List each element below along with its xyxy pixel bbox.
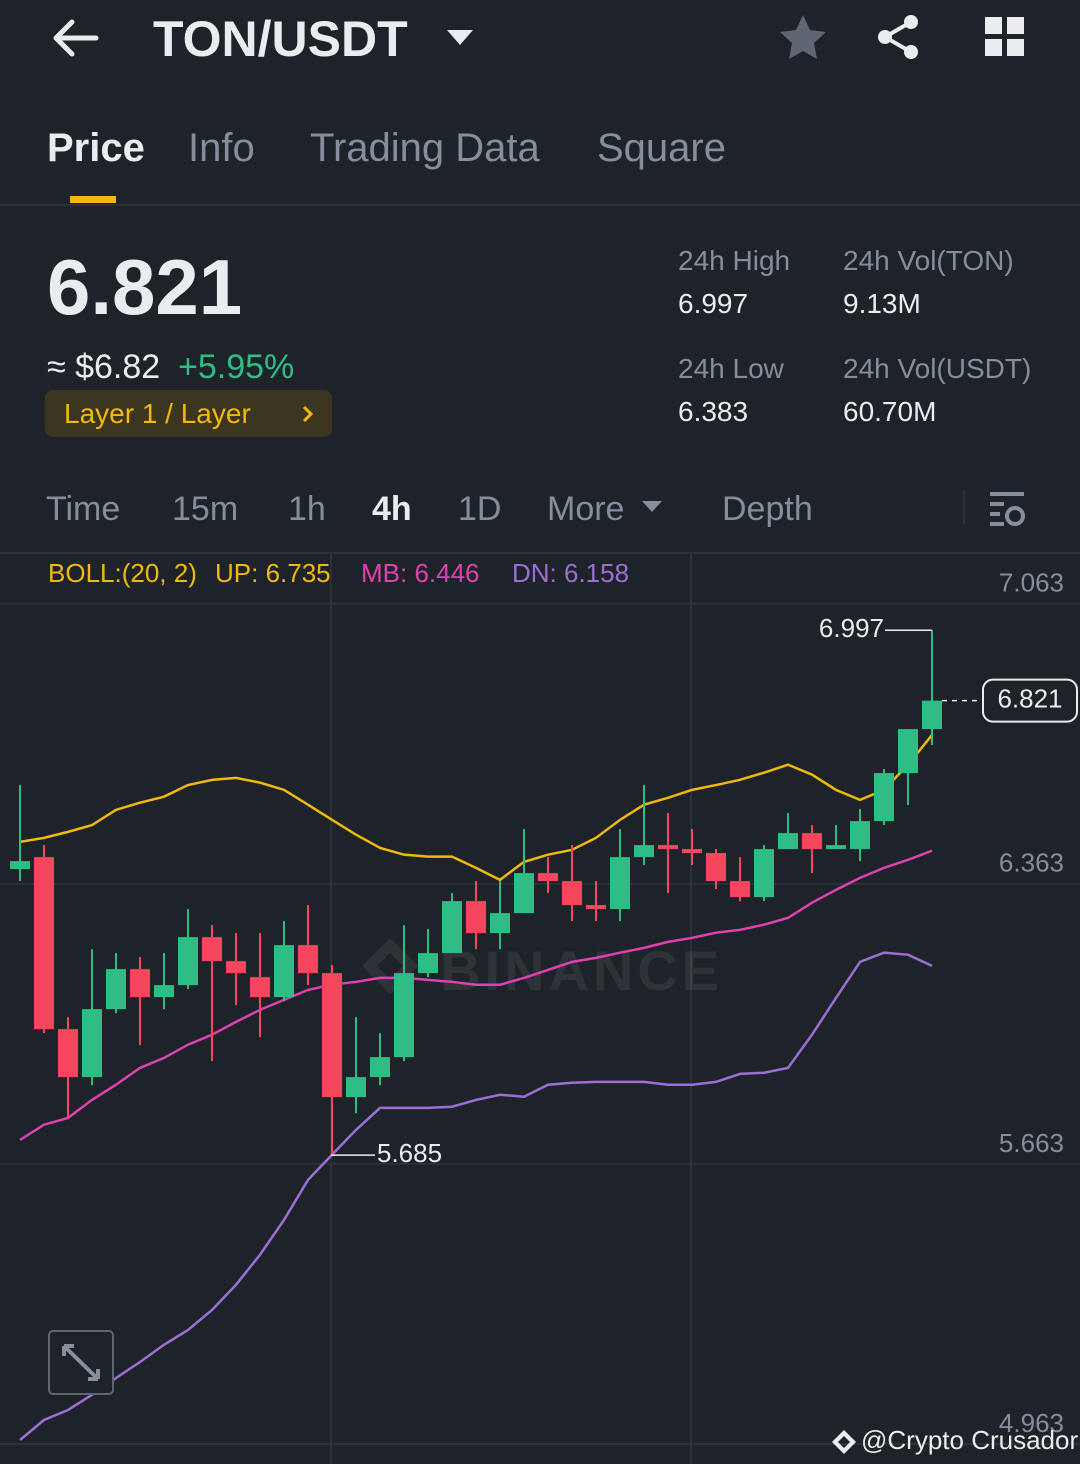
watermark: BINANCE	[362, 938, 723, 1002]
fiat-price: ≈ $6.82	[47, 348, 161, 386]
last-price: 6.821	[47, 243, 243, 331]
candle-body	[610, 857, 630, 910]
candle-body	[106, 969, 126, 1010]
tab[interactable]: Trading Data	[310, 126, 540, 170]
candle-body	[634, 845, 654, 858]
candle-body	[298, 945, 318, 974]
candle-body	[418, 953, 438, 974]
last-price-label: 6.821	[997, 684, 1062, 714]
low-marker-label: 5.685	[377, 1138, 442, 1168]
interval[interactable]: More	[547, 490, 625, 528]
credit: @Crypto Crusador	[861, 1425, 1079, 1455]
chevron	[302, 405, 314, 423]
candle-body	[466, 901, 486, 934]
interval[interactable]: Time	[46, 490, 121, 528]
candle-body	[178, 937, 198, 986]
candle-body	[154, 985, 174, 998]
candle-body	[826, 845, 846, 850]
legend-entry: UP: 6.735	[215, 558, 331, 588]
candle-body	[202, 937, 222, 962]
candle-body	[778, 833, 798, 850]
stat-label: 24h Low	[678, 353, 784, 384]
sector-tag-text: Layer 1 / Layer	[64, 398, 251, 429]
y-tick-label: 5.663	[999, 1128, 1064, 1158]
candle-body	[802, 833, 822, 850]
interval[interactable]: 1D	[458, 490, 502, 528]
candle-body	[898, 729, 918, 774]
candle-body	[538, 873, 558, 882]
candle-body	[394, 973, 414, 1058]
candle-body	[250, 977, 270, 998]
candle-body	[82, 1009, 102, 1078]
stat-value: 6.383	[678, 396, 749, 427]
stat-label: 24h Vol(USDT)	[843, 353, 1032, 384]
interval[interactable]: 15m	[172, 490, 239, 528]
fullscreen-button[interactable]	[48, 1330, 114, 1395]
share-icon[interactable]	[875, 14, 923, 60]
interval[interactable]: Depth	[722, 490, 813, 528]
tab[interactable]: Price	[47, 126, 145, 170]
stat-label: 24h High	[678, 245, 791, 276]
candle-body	[874, 773, 894, 822]
legend-entry: MB: 6.446	[361, 558, 480, 588]
candle-body	[682, 849, 702, 854]
pair-title[interactable]: TON/USDT	[153, 11, 408, 67]
watermark-text: BINANCE	[440, 939, 723, 1002]
stat-value: 60.70M	[843, 396, 937, 427]
back-icon[interactable]	[50, 18, 100, 58]
tab-underline	[70, 196, 116, 203]
interval[interactable]: 4h	[372, 490, 412, 528]
price-change: +5.95%	[178, 348, 295, 386]
candle-body	[10, 861, 30, 870]
candle-body	[658, 845, 678, 850]
candle-body	[34, 857, 54, 1030]
y-tick-label: 7.063	[999, 568, 1064, 598]
indicator-label: BOLL:(20, 2)	[48, 558, 197, 588]
candle-body	[58, 1029, 78, 1078]
candle-body	[706, 853, 726, 882]
favorite-icon[interactable]	[778, 13, 828, 61]
more-dropdown	[642, 501, 662, 512]
candle-body	[442, 901, 462, 954]
boll-line	[19, 951, 933, 1441]
candle-body	[514, 873, 534, 914]
boll-line	[19, 849, 933, 1141]
sector-tag[interactable]: Layer 1 / Layer	[45, 390, 332, 437]
candle-body	[274, 945, 294, 998]
legend-entry: DN: 6.158	[512, 558, 629, 588]
high-marker-label: 6.997	[819, 613, 884, 643]
grid-icon[interactable]	[984, 16, 1026, 58]
tab[interactable]: Square	[597, 126, 726, 170]
stat-value: 9.13M	[843, 288, 921, 319]
divider	[0, 204, 1080, 206]
stat-label: 24h Vol(TON)	[843, 245, 1014, 276]
boll-line	[19, 734, 933, 882]
candle-body	[322, 973, 342, 1098]
chart: BINANCE 7.063 6.363 5.663 4.963 BOLL:(20, 2)…	[0, 553, 1080, 1464]
candle-body	[130, 969, 150, 998]
candle-body	[370, 1057, 390, 1078]
divider	[0, 552, 1080, 554]
last-price-box	[982, 678, 1078, 723]
stat-value: 6.997	[678, 288, 749, 319]
y-tick-label: 4.963	[999, 1408, 1064, 1438]
chart-settings-icon[interactable]	[988, 490, 1028, 528]
candle-body	[730, 881, 750, 898]
candle-body	[562, 881, 582, 906]
y-tick-label: 6.363	[999, 848, 1064, 878]
tab[interactable]: Info	[188, 126, 255, 170]
candle-body	[922, 700, 942, 730]
credit-icon	[832, 1430, 856, 1454]
candle-body	[226, 961, 246, 974]
pair-dropdown[interactable]	[445, 28, 475, 48]
candle-body	[346, 1077, 366, 1098]
candle-body	[754, 849, 774, 898]
candle-body	[850, 821, 870, 850]
interval[interactable]: 1h	[288, 490, 326, 528]
candle-body	[586, 905, 606, 910]
candle-body	[490, 913, 510, 934]
divider	[963, 490, 965, 524]
